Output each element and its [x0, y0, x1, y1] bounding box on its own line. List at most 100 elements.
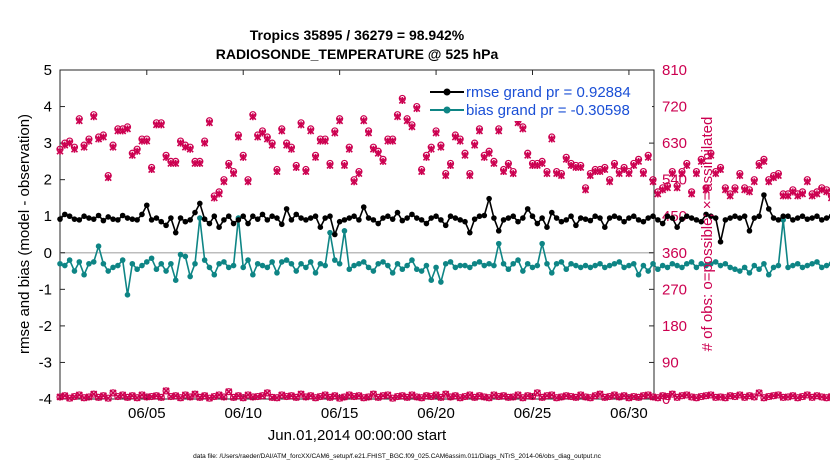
rmse-point: [312, 213, 319, 220]
obs-assimilated-point: [461, 151, 469, 159]
bias-point: [90, 259, 97, 265]
bias-point: [761, 260, 767, 267]
obs-low-point: [779, 393, 787, 401]
bias-point: [592, 262, 598, 269]
rmse-point: [317, 224, 324, 230]
rmse-point: [288, 217, 295, 223]
obs-low-cross: [104, 394, 112, 402]
obs-assimilated-point: [625, 170, 633, 178]
obs-assimilated-point: [668, 170, 676, 178]
rmse-point: [346, 215, 353, 221]
obs-assimilated-point: [818, 186, 826, 194]
right-tick-label: 810: [662, 62, 687, 79]
bias-point: [356, 260, 362, 267]
obs-low-point: [162, 387, 170, 395]
rmse-point: [66, 213, 73, 220]
obs-assimilated-point: [95, 135, 103, 143]
rmse-point: [655, 217, 661, 223]
bias-point: [62, 262, 68, 269]
bias-point: [100, 260, 107, 267]
bias-point: [303, 264, 309, 271]
rmse-point: [211, 213, 218, 220]
obs-assimilated-point: [509, 170, 517, 178]
bias-point: [568, 260, 574, 267]
obs-assimilated-point: [389, 137, 397, 145]
obs-assimilated-point: [398, 96, 406, 105]
obs-assimilated-point: [567, 161, 575, 170]
obs-low-cross: [220, 393, 228, 401]
rmse-point: [423, 220, 430, 227]
bias-point: [577, 264, 584, 271]
obs-low-point: [220, 393, 228, 401]
bias-point: [76, 259, 83, 265]
bias-point: [278, 259, 285, 265]
bias-point: [505, 266, 512, 273]
obs-assimilated-point: [413, 105, 421, 113]
rmse-point: [804, 216, 811, 222]
obs-assimilated-point: [85, 137, 93, 145]
rmse-point: [206, 220, 213, 227]
obs-assimilated-point: [239, 153, 247, 161]
bias-point: [139, 262, 145, 269]
rmse-point: [250, 213, 256, 220]
bias-point: [163, 268, 169, 274]
obs-assimilated-point: [379, 157, 387, 165]
bias-point: [153, 266, 160, 273]
rmse-point: [741, 213, 748, 220]
x-tick-label: 06/10: [224, 405, 262, 422]
bias-point: [288, 260, 295, 267]
obs-assimilated-point: [504, 161, 512, 170]
obs-assimilated-point: [393, 113, 402, 121]
rmse-point: [442, 222, 449, 229]
rmse-point: [240, 213, 247, 220]
obs-assimilated-point: [456, 137, 464, 145]
rmse-point: [495, 228, 502, 234]
obs-assimilated-point: [538, 159, 546, 167]
bias-point: [712, 259, 719, 265]
bias-point: [674, 262, 680, 269]
y-axis-right-label: # of obs: o=possible; ×=assimilated: [699, 117, 716, 352]
rmse-point: [664, 213, 671, 220]
obs-assimilated-point: [827, 194, 830, 202]
obs-assimilated-point: [307, 127, 315, 135]
rmse-point: [201, 216, 208, 222]
obs-assimilated-point: [760, 157, 768, 165]
bias-point: [143, 259, 150, 265]
bias-point: [442, 260, 449, 267]
rmse-point: [534, 220, 541, 227]
obs-assimilated-point: [99, 133, 107, 141]
obs-assimilated-point: [557, 172, 565, 180]
obs-assimilated-point: [432, 129, 440, 137]
rmse-point: [100, 217, 107, 224]
rmse-point: [356, 217, 362, 223]
bias-point: [385, 262, 391, 269]
obs-assimilated-point: [697, 157, 705, 165]
bias-point: [722, 260, 729, 267]
legend-box: [428, 80, 652, 121]
rmse-point: [659, 220, 666, 227]
obs-assimilated-point: [610, 161, 619, 170]
obs-assimilated-point: [794, 192, 802, 200]
obs-assimilated-point: [374, 149, 382, 157]
right-tick-label: 270: [662, 281, 687, 298]
rmse-point: [259, 211, 266, 218]
obs-assimilated-point: [808, 192, 816, 200]
obs-assimilated-point: [258, 129, 267, 137]
bias-point: [452, 264, 459, 271]
bias-point: [119, 257, 126, 263]
obs-low-point: [268, 393, 276, 401]
obs-assimilated-point: [104, 174, 112, 182]
bias-point: [182, 253, 189, 260]
rmse-point: [332, 231, 338, 238]
bias-point: [664, 264, 671, 271]
legend-rmse-label: rmse grand pr = 0.92884: [466, 84, 631, 101]
obs-assimilated-point: [644, 153, 652, 161]
bias-point: [587, 264, 594, 271]
bias-point: [630, 260, 637, 267]
left-tick-label: 3: [44, 135, 52, 152]
rmse-point: [500, 217, 507, 223]
x-tick-label: 06/15: [321, 405, 359, 422]
bias-point: [520, 268, 526, 274]
bias-point: [814, 259, 820, 265]
bias-point: [404, 262, 410, 269]
